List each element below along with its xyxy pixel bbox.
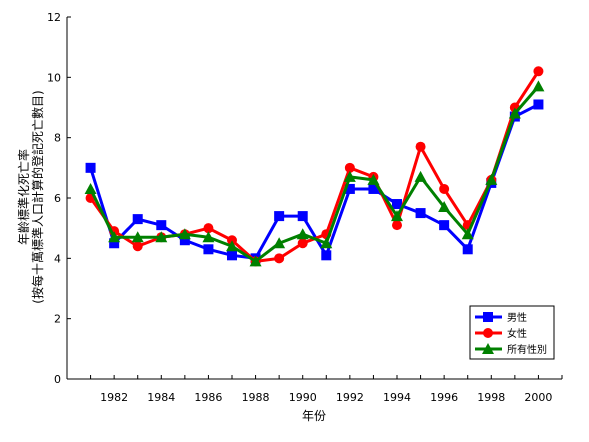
y-tick-label: 12 — [47, 11, 61, 24]
data-point — [156, 220, 167, 231]
x-tick-label: 1986 — [194, 391, 222, 404]
axes: 0 2 4 6 8 10 12 1982 1984 1986 1988 1990 1992 1994 199… — [47, 11, 563, 404]
y-tick-label: 10 — [47, 71, 61, 84]
data-point — [438, 201, 451, 213]
data-point — [368, 183, 379, 194]
data-point — [155, 231, 168, 243]
legend-marker — [483, 328, 493, 338]
data-point — [343, 170, 356, 182]
data-point — [533, 66, 544, 77]
data-point — [84, 182, 97, 194]
data-point — [109, 238, 120, 249]
data-point — [439, 183, 450, 194]
x-tick-label: 1996 — [430, 391, 458, 404]
series-1 — [85, 99, 544, 264]
y-axis-title-line-1: 年齡標準化死亡率 — [16, 149, 31, 245]
y-axis-title-line-2: (按每十萬標準人口計算的登記死亡數目) — [30, 90, 45, 303]
y-axis-title: 年齡標準化死亡率 (按每十萬標準人口計算的登記死亡數目) — [16, 90, 45, 303]
y-tick-label: 4 — [54, 252, 61, 265]
data-point — [296, 228, 309, 240]
data-point — [249, 255, 262, 267]
data-point — [462, 244, 473, 255]
data-point — [203, 244, 214, 255]
legend-marker — [482, 343, 494, 354]
data-point — [273, 237, 286, 249]
data-point — [532, 80, 545, 92]
data-point — [178, 228, 191, 240]
x-tick-label: 1998 — [477, 391, 505, 404]
data-point — [391, 210, 403, 222]
data-point — [179, 235, 190, 246]
data-point — [274, 253, 285, 264]
x-tick-label: 1984 — [147, 391, 175, 404]
x-tick-label: 2000 — [524, 391, 552, 404]
data-point — [392, 220, 402, 231]
data-point — [226, 240, 238, 252]
data-point — [414, 170, 427, 182]
legend-label: 女性 — [507, 327, 527, 340]
y-tick-label: 6 — [54, 192, 61, 205]
x-tick-label: 1994 — [383, 391, 411, 404]
data-point — [461, 228, 474, 240]
data-point — [132, 241, 143, 252]
data-point — [85, 162, 96, 173]
series-layer — [84, 66, 545, 267]
data-point — [227, 250, 237, 261]
data-point — [415, 208, 426, 219]
legend-label: 男性 — [507, 311, 527, 324]
data-point — [344, 162, 355, 173]
data-point — [202, 231, 215, 243]
data-point — [320, 237, 333, 249]
y-tick-label: 2 — [54, 313, 61, 326]
legend-item: 女性 — [475, 327, 527, 340]
data-point — [132, 214, 143, 225]
data-point — [203, 223, 214, 234]
x-axis-title: 年份 — [302, 409, 326, 423]
data-point — [439, 220, 450, 231]
data-point — [533, 99, 544, 110]
series-line — [89, 85, 540, 263]
x-tick-label: 1988 — [242, 391, 270, 404]
y-tick-label: 8 — [54, 132, 61, 145]
data-point — [508, 107, 521, 119]
data-point — [108, 231, 121, 243]
data-point — [415, 141, 426, 152]
data-point — [297, 238, 308, 249]
data-point — [321, 250, 332, 261]
x-tick-label: 1982 — [100, 391, 128, 404]
series-3 — [84, 80, 545, 267]
legend-label: 所有性別 — [507, 343, 547, 356]
legend-item: 男性 — [475, 311, 527, 324]
data-point — [367, 173, 380, 185]
x-tick-label: 1992 — [336, 391, 364, 404]
y-tick-label: 0 — [54, 373, 61, 386]
x-tick-label: 1990 — [289, 391, 317, 404]
legend-marker — [483, 312, 493, 322]
data-point — [344, 183, 355, 194]
data-point — [131, 231, 144, 243]
data-point — [392, 199, 402, 210]
data-point — [274, 211, 285, 222]
legend-item: 所有性別 — [475, 343, 547, 356]
data-point — [297, 211, 308, 222]
data-point — [227, 235, 237, 246]
data-point — [485, 173, 498, 185]
